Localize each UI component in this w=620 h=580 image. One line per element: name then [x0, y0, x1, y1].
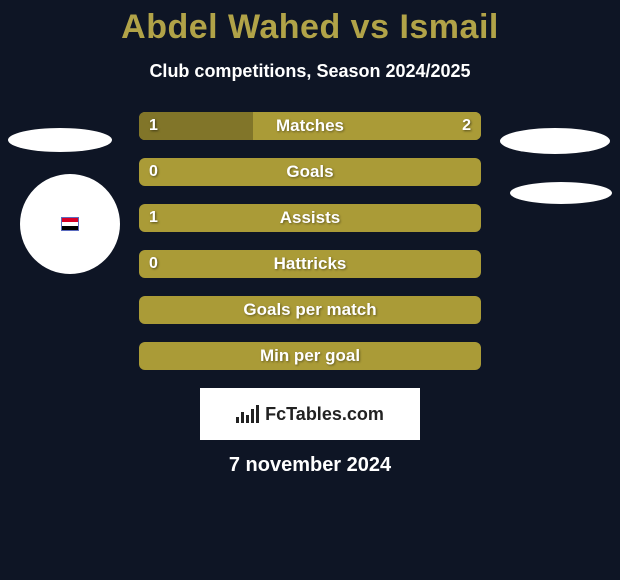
stat-row-hattricks: Hattricks0	[139, 250, 481, 278]
stat-right-value: 2	[462, 112, 471, 140]
player-right-placeholder-2	[510, 182, 612, 204]
stat-row-assists: Assists1	[139, 204, 481, 232]
stat-row-goals: Goals0	[139, 158, 481, 186]
stat-left-value: 1	[149, 204, 158, 232]
stat-label: Min per goal	[139, 342, 481, 370]
subtitle: Club competitions, Season 2024/2025	[0, 61, 620, 82]
player-right-placeholder-1	[500, 128, 610, 154]
stat-left-value: 1	[149, 112, 158, 140]
stat-label: Goals	[139, 158, 481, 186]
stat-row-min-per-goal: Min per goal	[139, 342, 481, 370]
stat-label: Goals per match	[139, 296, 481, 324]
stat-left-value: 0	[149, 250, 158, 278]
stat-row-goals-per-match: Goals per match	[139, 296, 481, 324]
container: Abdel Wahed vs Ismail Club competitions,…	[0, 0, 620, 580]
flag-icon	[62, 218, 78, 230]
comparison-area: Matches12Goals0Assists1Hattricks0Goals p…	[0, 112, 620, 370]
player-left-avatar	[20, 174, 120, 274]
branding-box: FcTables.com	[200, 388, 420, 440]
stat-label: Assists	[139, 204, 481, 232]
stat-label: Hattricks	[139, 250, 481, 278]
stat-rows: Matches12Goals0Assists1Hattricks0Goals p…	[139, 112, 481, 370]
page-title: Abdel Wahed vs Ismail	[0, 0, 620, 47]
stat-row-matches: Matches1 2	[139, 112, 481, 140]
stat-left-value: 0	[149, 158, 158, 186]
branding-text: FcTables.com	[265, 404, 384, 425]
footer-date: 7 november 2024	[0, 454, 620, 477]
logo-icon	[236, 405, 259, 423]
stat-label: Matches	[139, 112, 481, 140]
player-left-placeholder-1	[8, 128, 112, 152]
